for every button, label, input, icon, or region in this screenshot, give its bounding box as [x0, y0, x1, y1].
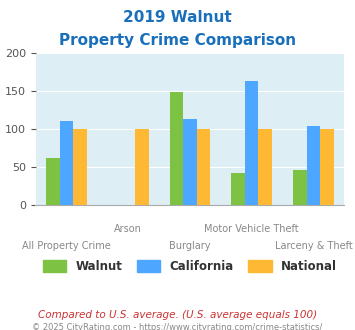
Bar: [73, 129, 87, 205]
Text: Arson: Arson: [114, 224, 142, 234]
Bar: [258, 129, 272, 205]
Text: Larceny & Theft: Larceny & Theft: [274, 241, 353, 251]
Bar: [197, 129, 210, 205]
Text: Property Crime Comparison: Property Crime Comparison: [59, 33, 296, 48]
Text: Motor Vehicle Theft: Motor Vehicle Theft: [204, 224, 299, 234]
Legend: Walnut, California, National: Walnut, California, National: [38, 255, 342, 278]
Text: All Property Crime: All Property Crime: [22, 241, 111, 251]
Bar: [46, 157, 60, 205]
Text: Compared to U.S. average. (U.S. average equals 100): Compared to U.S. average. (U.S. average …: [38, 310, 317, 320]
Bar: [231, 173, 245, 205]
Text: 2019 Walnut: 2019 Walnut: [123, 10, 232, 25]
Bar: [183, 119, 197, 205]
Bar: [245, 81, 258, 205]
Text: Burglary: Burglary: [169, 241, 211, 251]
Bar: [307, 126, 320, 205]
Bar: [135, 129, 148, 205]
Bar: [60, 121, 73, 205]
Bar: [320, 129, 334, 205]
Bar: [293, 170, 307, 205]
Text: © 2025 CityRating.com - https://www.cityrating.com/crime-statistics/: © 2025 CityRating.com - https://www.city…: [32, 323, 323, 330]
Bar: [170, 91, 183, 205]
